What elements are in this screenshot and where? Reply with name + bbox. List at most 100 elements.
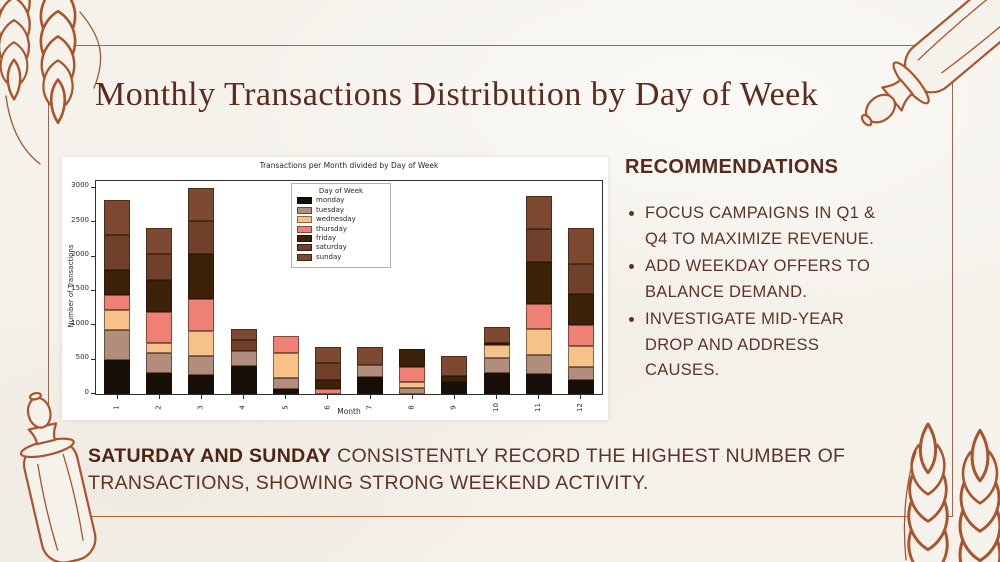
x-axis-tick-mark: [116, 395, 118, 399]
y-axis-tick-mark: [91, 358, 95, 360]
chart-legend: Day of Week monday tuesday wednesday thursda…: [291, 183, 391, 269]
bar-month-9: [441, 356, 468, 394]
bar-segment-monday-month-10: [483, 373, 510, 394]
bar-segment-sunday-month-10: [483, 326, 510, 343]
bar-segment-monday-month-4: [230, 365, 257, 394]
x-axis-tick-mark: [243, 395, 245, 399]
x-axis-tick-label: 8: [403, 399, 421, 416]
legend-swatch-icon: [297, 253, 312, 261]
recommendations-list: FOCUS CAMPAIGNS IN Q1 & Q4 TO MAXIMIZE R…: [625, 201, 897, 384]
bar-segment-monday-month-5: [272, 388, 299, 394]
bar-segment-tuesday-month-2: [146, 353, 173, 374]
bar-segment-tuesday-month-8: [399, 387, 426, 394]
summary-text: SATURDAY AND SUNDAY CONSISTENTLY RECORD …: [88, 443, 893, 498]
bar-month-1: [104, 199, 131, 394]
page-title: Monthly Transactions Distribution by Day…: [95, 76, 819, 113]
bar-segment-saturday-month-6: [314, 363, 341, 381]
bar-segment-friday-month-9: [441, 376, 468, 382]
x-axis-tick-mark: [200, 395, 202, 399]
x-axis-tick-label: 11: [530, 399, 548, 416]
y-axis-tick-mark: [91, 255, 95, 257]
x-axis-tick-label-text: 6: [323, 405, 332, 410]
legend-swatch-icon: [297, 234, 312, 242]
chart-legend-title: Day of Week: [318, 187, 364, 195]
x-axis-tick-mark: [496, 395, 498, 399]
y-axis-tick-label: 2000: [71, 250, 89, 259]
x-axis-tick-label: 6: [319, 399, 337, 416]
bar-segment-friday-month-3: [188, 253, 215, 299]
bar-segment-wednesday-month-10: [483, 345, 510, 359]
x-axis-tick-mark: [285, 395, 287, 399]
bar-segment-saturday-month-3: [188, 220, 215, 254]
x-axis-tick-mark: [327, 395, 329, 399]
x-axis-tick-label: 3: [192, 399, 210, 416]
bar-segment-wednesday-month-2: [146, 343, 173, 354]
bar-segment-wednesday-month-5: [272, 352, 299, 379]
bar-segment-friday-month-8: [399, 349, 426, 367]
bar-segment-wednesday-month-11: [525, 329, 552, 355]
x-axis-tick-label-text: 12: [576, 403, 585, 412]
bar-segment-friday-month-1: [104, 270, 131, 296]
x-axis-tick-label: 10: [488, 399, 506, 416]
bar-segment-thursday-month-2: [146, 311, 173, 344]
x-axis-tick-label-text: 1: [112, 405, 121, 410]
legend-swatch-icon: [297, 206, 312, 214]
bar-segment-sunday-month-9: [441, 356, 468, 377]
x-axis-tick-label: 12: [572, 399, 590, 416]
legend-swatch-icon: [297, 225, 312, 233]
y-axis-tick-label: 500: [75, 353, 89, 362]
bar-segment-tuesday-month-12: [567, 366, 594, 380]
legend-label: sunday: [316, 252, 342, 261]
y-axis-tick-label: 3000: [71, 181, 89, 190]
bar-segment-sunday-month-7: [357, 346, 384, 366]
x-axis-tick-mark: [158, 395, 160, 399]
bar-segment-monday-month-12: [567, 379, 594, 394]
x-axis-tick-mark: [369, 395, 371, 399]
legend-label: thursday: [316, 224, 348, 233]
bar-segment-friday-month-10: [483, 342, 510, 346]
bar-segment-tuesday-month-7: [357, 365, 384, 377]
bar-segment-sunday-month-2: [146, 227, 173, 254]
x-axis-tick-label: 7: [361, 399, 379, 416]
bar-segment-monday-month-7: [357, 376, 384, 394]
recommendation-item: INVESTIGATE MID-YEAR DROP AND ADDRESS CA…: [645, 307, 897, 384]
bar-month-3: [188, 187, 215, 394]
bar-segment-tuesday-month-3: [188, 355, 215, 376]
x-axis-tick-label-text: 2: [154, 405, 163, 410]
y-axis-tick-mark: [91, 221, 95, 223]
bar-segment-saturday-month-2: [146, 253, 173, 280]
x-axis-tick-label-text: 10: [492, 403, 501, 412]
bar-segment-thursday-month-8: [399, 366, 426, 382]
bar-segment-monday-month-2: [146, 373, 173, 394]
bar-segment-tuesday-month-5: [272, 378, 299, 389]
bar-month-6: [314, 346, 341, 394]
summary-highlight: SATURDAY AND SUNDAY: [88, 445, 332, 467]
bar-segment-friday-month-11: [525, 262, 552, 304]
legend-item-monday: monday: [297, 196, 385, 205]
legend-item-wednesday: wednesday: [297, 216, 385, 224]
bar-segment-sunday-month-6: [314, 346, 341, 364]
x-axis-tick-label-text: 5: [281, 405, 290, 410]
bar-month-5: [272, 336, 299, 394]
x-axis-label: Month: [337, 407, 361, 416]
y-axis-tick-mark: [91, 393, 95, 394]
bar-month-8: [399, 349, 426, 394]
bar-segment-thursday-month-5: [272, 336, 299, 353]
legend-label: tuesday: [316, 205, 345, 214]
x-axis-tick-label-text: 8: [407, 405, 416, 410]
bar-segment-monday-month-9: [441, 381, 468, 394]
legend-item-saturday: saturday: [297, 243, 385, 252]
decorative-frame: [48, 45, 953, 517]
y-axis-tick-mark: [91, 324, 95, 326]
bar-segment-saturday-month-11: [525, 229, 552, 263]
bar-month-7: [357, 346, 384, 394]
legend-swatch-icon: [297, 197, 312, 205]
bar-segment-saturday-month-4: [230, 339, 257, 352]
legend-label: monday: [316, 196, 345, 205]
legend-label: saturday: [316, 243, 347, 252]
bar-segment-saturday-month-1: [104, 235, 131, 271]
x-axis-tick-mark: [411, 395, 413, 399]
legend-item-sunday: sunday: [297, 252, 385, 261]
recommendations-panel: RECOMMENDATIONS FOCUS CAMPAIGNS IN Q1 & …: [625, 156, 910, 386]
bar-month-4: [230, 328, 257, 394]
